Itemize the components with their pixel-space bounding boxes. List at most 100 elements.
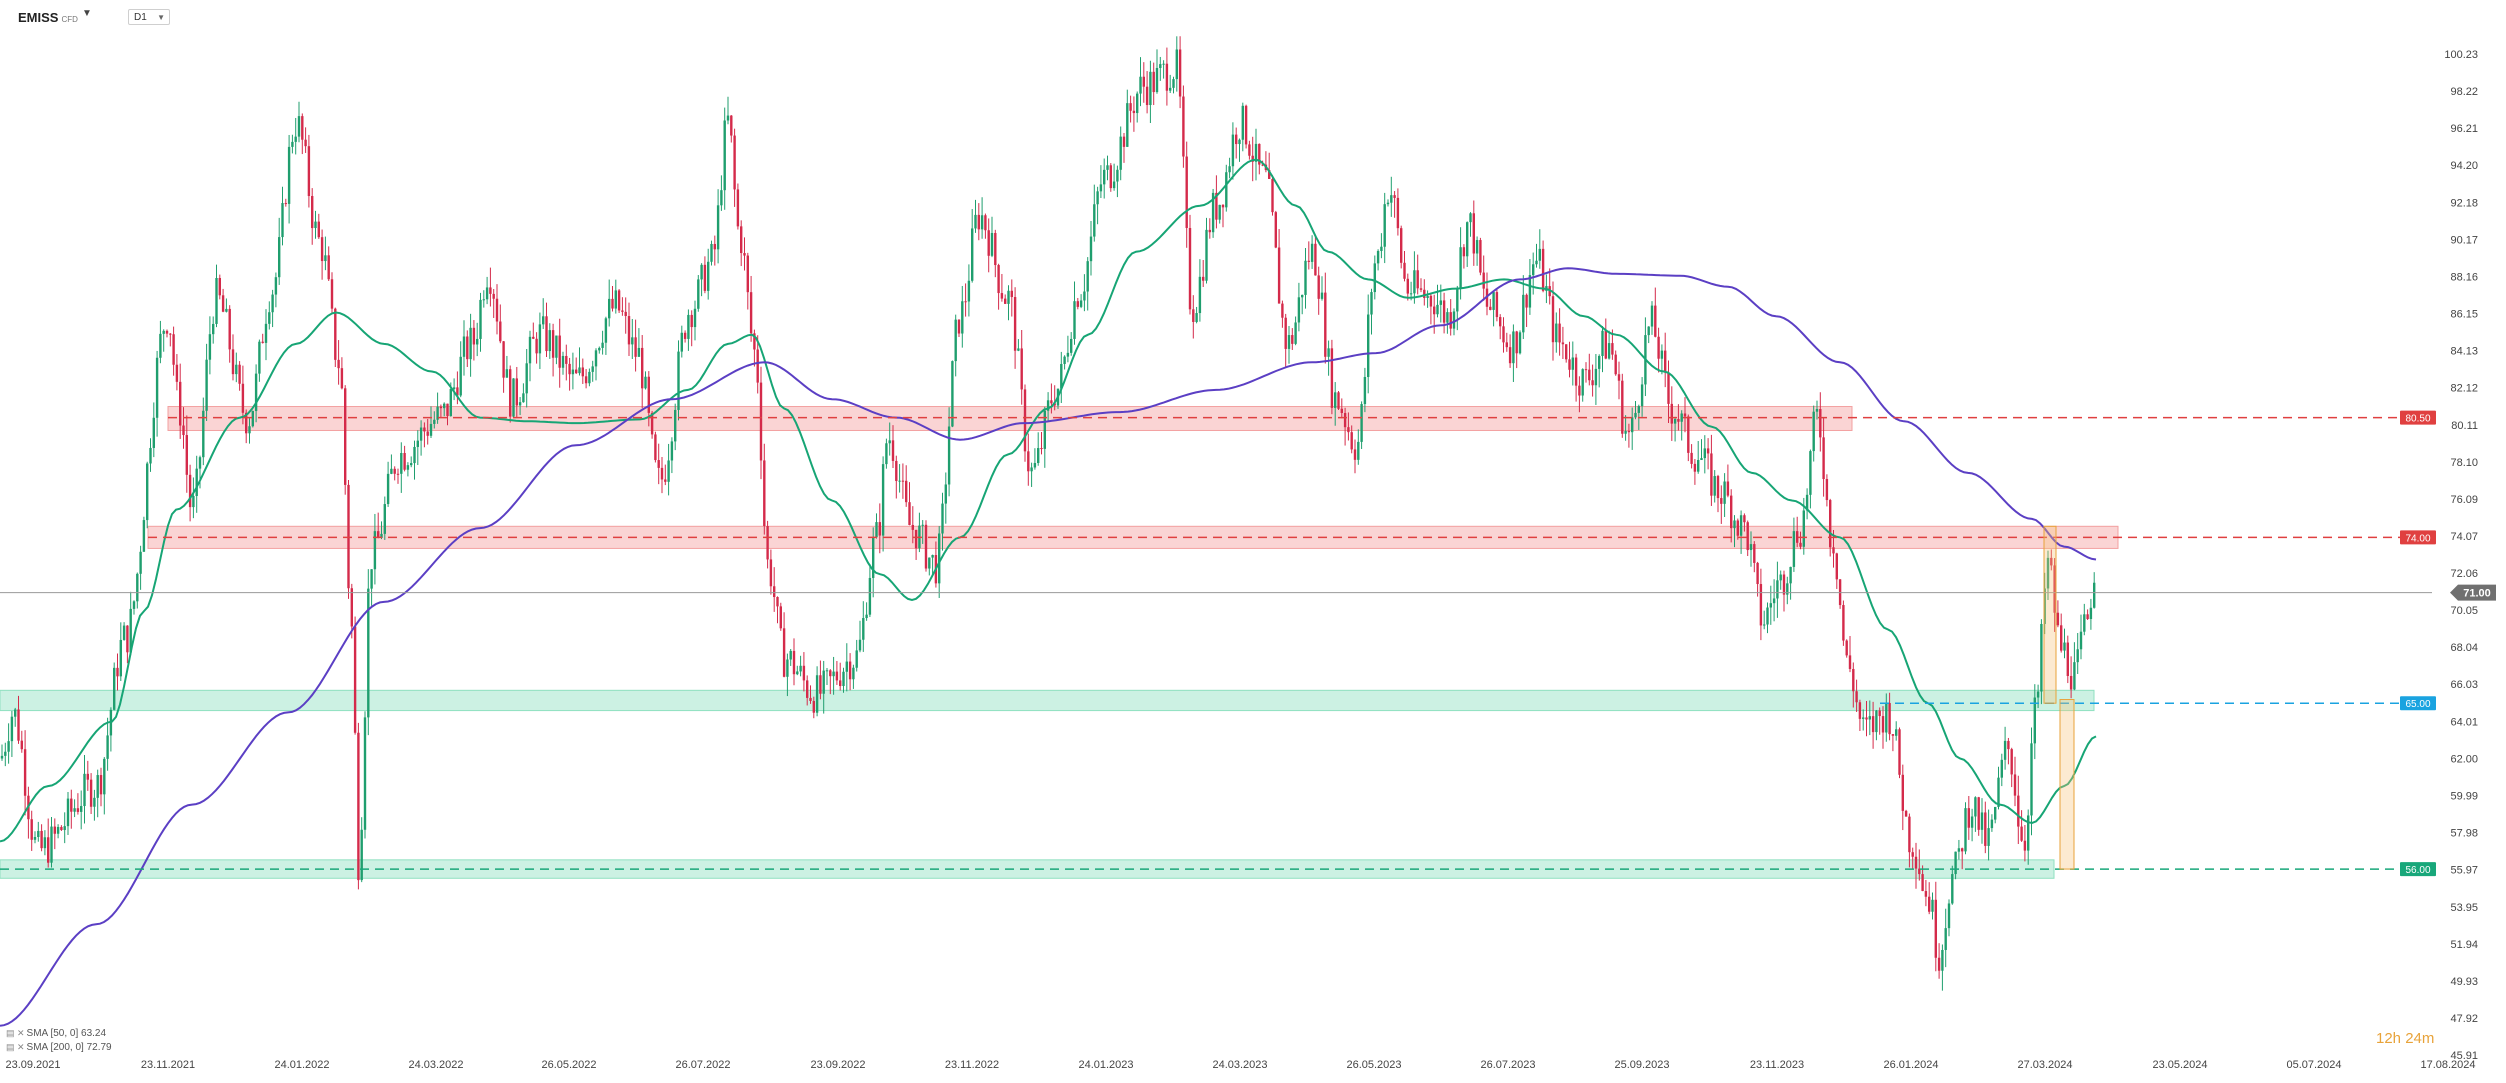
candle-body	[175, 364, 179, 382]
candle-body	[1310, 243, 1314, 262]
candle-body	[819, 675, 822, 694]
candle-body	[1954, 851, 1957, 875]
candle-body	[89, 779, 93, 807]
candle-body	[581, 367, 584, 377]
candle-body	[931, 555, 934, 558]
candle-body	[1574, 357, 1578, 386]
candle-body	[1802, 510, 1805, 547]
candle-body	[2060, 625, 2063, 651]
y-tick-label: 80.11	[2451, 420, 2478, 432]
price-level-label: 65.00	[2405, 699, 2430, 710]
legend-sma50[interactable]: ▤ ✕ SMA [50, 0] 63.24	[6, 1028, 107, 1039]
moving-averages	[0, 158, 2097, 1027]
symbol-name[interactable]: EMISS CFD	[18, 10, 78, 25]
candle-body	[1469, 213, 1472, 223]
candle-body	[1198, 276, 1202, 314]
candle-body	[1561, 342, 1565, 345]
candle-body	[1380, 246, 1383, 251]
candle-body	[641, 347, 644, 389]
candle-body	[456, 387, 459, 396]
candle-body	[386, 473, 390, 505]
candle-body	[1789, 566, 1792, 584]
candle-body	[396, 473, 400, 475]
candle-body	[1076, 301, 1079, 307]
y-tick-label: 96.21	[2450, 123, 2478, 135]
candle-body	[1743, 515, 1746, 523]
candle-body	[1400, 228, 1403, 263]
candle-body	[611, 298, 614, 309]
candle-body	[634, 337, 637, 357]
candle-body	[674, 409, 677, 442]
candle-body	[749, 292, 753, 334]
candle-body	[1591, 380, 1594, 386]
candle-body	[938, 533, 941, 584]
candle-body	[495, 298, 499, 322]
candle-body	[1109, 165, 1112, 189]
legend-sma200[interactable]: ▤ ✕ SMA [200, 0] 72.79	[6, 1042, 112, 1053]
candle-body	[443, 403, 446, 409]
candle-body	[1687, 416, 1690, 453]
candle-body	[2069, 675, 2073, 690]
indicator-icon: ▤ ✕	[6, 1028, 25, 1038]
candle-body	[1287, 335, 1291, 349]
candle-body	[905, 480, 908, 503]
candle-body	[710, 243, 713, 262]
candle-body	[1865, 717, 1868, 720]
candle-body	[736, 189, 740, 227]
price-level-label: 80.50	[2405, 414, 2430, 425]
chart-toolbar: EMISS CFD ▼ D1 ▼	[0, 0, 400, 36]
candle-body	[1634, 412, 1637, 418]
candle-body	[347, 484, 350, 589]
candle-body	[1776, 580, 1779, 599]
candle-body	[1502, 326, 1505, 343]
candle-body	[1667, 372, 1670, 404]
candle-body	[2030, 743, 2033, 816]
candle-body	[307, 146, 311, 197]
candle-body	[1868, 716, 1871, 720]
candle-body	[687, 314, 690, 339]
candle-body	[1977, 797, 1980, 830]
x-tick-label: 26.07.2023	[1480, 1059, 1535, 1071]
candle-body	[353, 626, 357, 733]
candle-body	[1492, 292, 1495, 310]
candle-body	[126, 625, 129, 653]
candle-body	[462, 336, 466, 357]
candle-body	[231, 349, 235, 375]
x-tick-label: 17.08.2024	[2420, 1059, 2475, 1071]
y-tick-label: 57.98	[2450, 828, 2478, 840]
x-tick-label: 23.05.2024	[2152, 1059, 2207, 1071]
candle-body	[862, 618, 865, 640]
candle-body	[1819, 409, 1822, 438]
candle-body	[53, 826, 56, 834]
y-tick-label: 92.18	[2450, 197, 2478, 209]
candle-body	[367, 588, 370, 718]
candle-body	[1924, 891, 1928, 897]
candle-body	[525, 363, 528, 394]
x-tick-label: 25.09.2023	[1614, 1059, 1669, 1071]
candle-body	[924, 524, 928, 569]
candle-body	[1155, 68, 1159, 93]
candle-body	[1010, 290, 1013, 298]
candle-body	[667, 460, 670, 482]
candle-body	[1670, 403, 1673, 424]
timeframe-select[interactable]: D1 ▼	[128, 9, 170, 25]
candle-body	[1033, 462, 1037, 468]
candle-body	[980, 215, 984, 230]
candle-body	[1258, 143, 1261, 165]
candle-body	[532, 336, 535, 339]
candle-body	[1136, 93, 1139, 114]
symbol-dropdown-icon[interactable]: ▼	[82, 8, 92, 19]
candle-body	[1951, 874, 1954, 904]
candle-body	[1852, 668, 1855, 692]
candle-body	[974, 214, 977, 229]
x-tick-label: 24.03.2023	[1212, 1059, 1267, 1071]
candle-body	[1139, 76, 1142, 94]
candle-body	[1383, 204, 1386, 247]
candle-body	[1089, 236, 1093, 262]
candle-body	[1307, 260, 1310, 262]
candle-body	[901, 480, 905, 482]
candle-body	[1904, 810, 1908, 817]
candle-body	[1324, 292, 1327, 357]
candle-body	[1023, 389, 1027, 452]
